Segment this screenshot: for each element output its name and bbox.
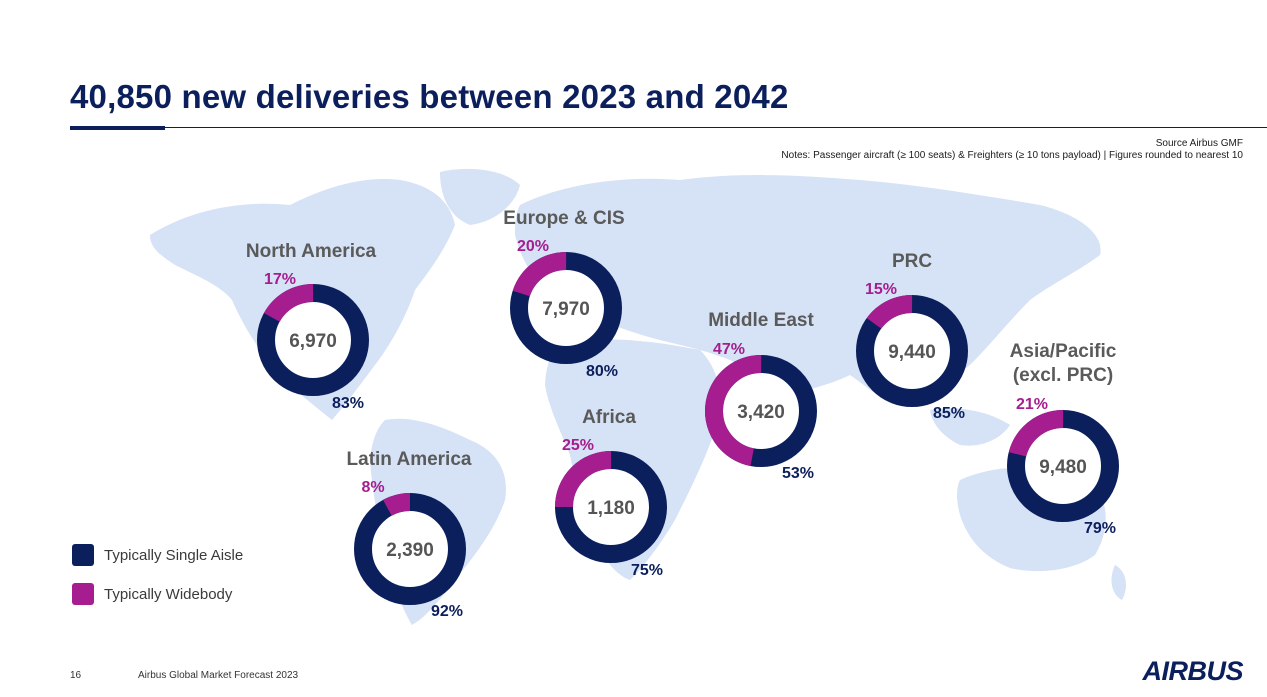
notes-line: Notes: Passenger aircraft (≥ 100 seats) … xyxy=(781,150,1243,161)
africa-widebody-pct: 25% xyxy=(562,437,594,454)
world-map-background xyxy=(150,168,1126,625)
footer-text: Airbus Global Market Forecast 2023 xyxy=(138,670,299,681)
north-america-widebody-arc xyxy=(257,284,369,397)
middle-east-region-label: Middle East xyxy=(708,310,814,331)
new-zealand-landmass xyxy=(1111,565,1126,600)
asia-pacific-excl-prc-total-label: 9,480 xyxy=(1039,457,1087,478)
title-underline-accent xyxy=(70,126,165,130)
north-america-total-label: 6,970 xyxy=(289,331,337,352)
middle-east-single-aisle-pct: 53% xyxy=(782,465,814,482)
north-america-widebody-pct: 17% xyxy=(264,271,296,288)
europe-cis-donut-hole xyxy=(528,270,604,346)
africa-widebody-arc xyxy=(555,451,667,563)
latin-america-widebody-pct: 8% xyxy=(361,479,384,496)
latin-america-region-label: Latin America xyxy=(347,449,472,470)
north-america-region-label: North America xyxy=(246,241,377,262)
europe-cis-region-label: Europe & CIS xyxy=(503,208,624,229)
latin-america-total-label: 2,390 xyxy=(386,540,434,561)
prc-total-label: 9,440 xyxy=(888,342,936,363)
middle-east-total-label: 3,420 xyxy=(737,402,785,423)
prc-region-label: PRC xyxy=(892,251,932,272)
airbus-logo: AIRBUS xyxy=(1142,656,1243,686)
legend-item-widebody: Typically Widebody xyxy=(72,583,232,605)
prc-widebody-pct: 15% xyxy=(865,281,897,298)
africa-total-label: 1,180 xyxy=(587,498,635,519)
europe-cis-widebody-pct: 20% xyxy=(517,238,549,255)
donut-charts: 6,970 North America 17% 83% 7,970 Europe & CI… xyxy=(246,208,1119,620)
europe-cis-single-aisle-pct: 80% xyxy=(586,363,618,380)
latin-america-widebody-arc xyxy=(354,493,466,606)
prc-single-aisle-pct: 85% xyxy=(933,405,965,422)
legend-label-single-aisle: Typically Single Aisle xyxy=(104,546,244,564)
north-america-donut-hole xyxy=(275,302,351,378)
asia-pacific-excl-prc-region-label: Asia/Pacific (excl. PRC) xyxy=(1010,341,1117,386)
middle-east-donut-hole xyxy=(723,373,799,449)
prc-widebody-arc xyxy=(856,295,968,407)
legend-item-single-aisle: Typically Single Aisle xyxy=(72,544,243,566)
asia-pacific-excl-prc-single-aisle-pct: 79% xyxy=(1084,520,1116,537)
page-title: 40,850 new deliveries between 2023 and 2… xyxy=(70,78,789,115)
page-number: 16 xyxy=(70,670,82,681)
asia-pacific-excl-prc-widebody-arc xyxy=(1007,410,1119,522)
source-note: Source Airbus GMF xyxy=(1155,138,1243,149)
title-underline xyxy=(165,127,1267,128)
europe-cis-total-label: 7,970 xyxy=(542,299,590,320)
africa-single-aisle-pct: 75% xyxy=(631,562,663,579)
prc-donut-hole xyxy=(874,313,950,389)
greenland-landmass xyxy=(440,168,520,225)
asia-pacific-excl-prc-donut-hole xyxy=(1025,428,1101,504)
legend-label-widebody: Typically Widebody xyxy=(104,585,233,603)
southeast-asia-landmass xyxy=(930,408,1010,446)
legend-swatch-single-aisle xyxy=(72,544,94,566)
latin-america-single-aisle-pct: 92% xyxy=(431,603,463,620)
africa-donut-hole xyxy=(573,469,649,545)
europe-cis-widebody-arc xyxy=(510,252,622,364)
legend-swatch-widebody xyxy=(72,583,94,605)
africa-region-label: Africa xyxy=(582,407,636,428)
north-america-single-aisle-pct: 83% xyxy=(332,395,364,412)
middle-east-widebody-pct: 47% xyxy=(713,341,745,358)
asia-pacific-excl-prc-widebody-pct: 21% xyxy=(1016,396,1048,413)
latin-america-donut-hole xyxy=(372,511,448,587)
